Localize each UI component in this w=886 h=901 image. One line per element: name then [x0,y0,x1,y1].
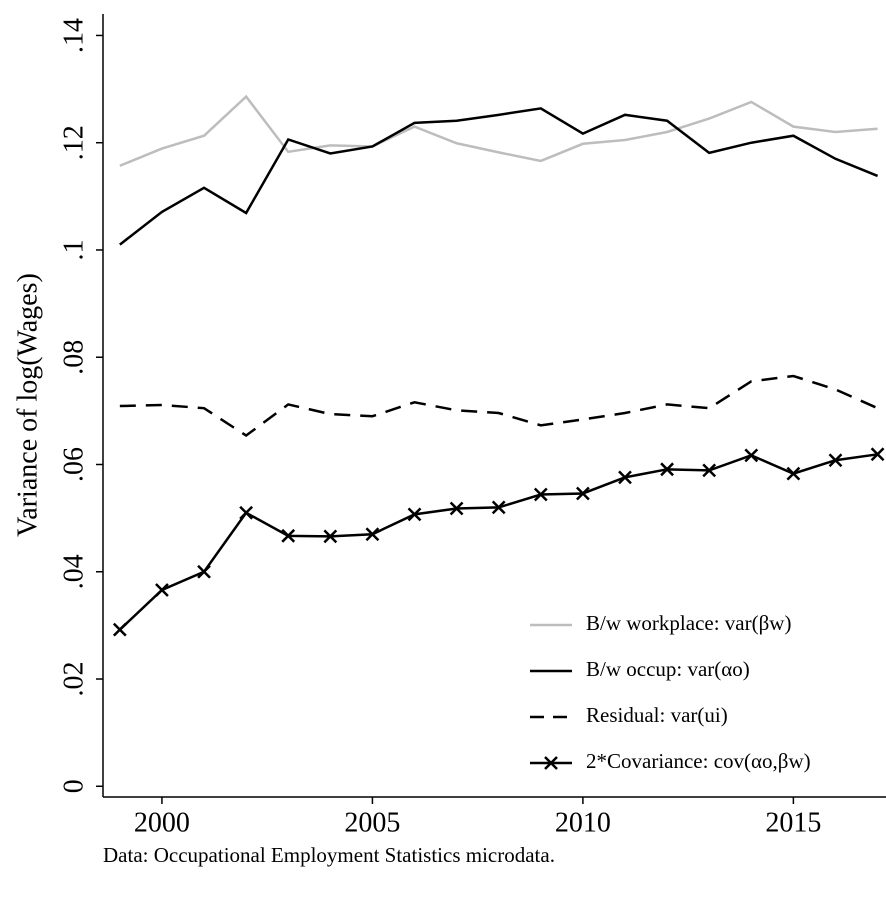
marker [744,448,759,463]
marker [112,622,127,637]
x-tick-label: 2000 [134,807,190,838]
x-tick-label: 2015 [765,807,821,838]
marker [365,527,380,542]
marker [533,487,548,502]
marker [491,500,506,515]
marker [323,529,338,544]
y-tick-label: .04 [58,554,89,589]
marker [870,447,885,462]
series-line [119,107,879,246]
legend-label: Residual: var(ui) [586,703,728,727]
y-tick-label: .1 [58,239,89,260]
legend-label: B/w workplace: var(βw) [586,611,791,635]
marker [239,505,254,520]
marker [576,486,590,501]
marker [197,564,211,579]
x-tick-label: 2010 [555,807,611,838]
x-tick-label: 2005 [344,807,400,838]
legend-label: B/w occup: var(αo) [586,657,750,681]
marker [660,462,674,477]
y-axis-label: Variance of log(Wages) [12,273,43,537]
marker [702,463,717,478]
series-line [119,374,879,438]
marker [281,528,296,543]
series-line [119,94,878,167]
source-note: Data: Occupational Employment Statistics… [103,843,555,867]
y-tick-label: .08 [58,340,89,375]
marker [449,501,464,516]
marker [407,507,422,522]
y-tick-label: .02 [58,662,89,697]
legend-marker [544,756,558,770]
marker [155,583,169,597]
marker [618,470,632,485]
series-line [118,453,878,631]
marker [786,466,801,481]
y-tick-label: .12 [58,125,89,160]
y-tick-label: .14 [58,18,89,53]
marker [828,453,843,468]
y-tick-label: .06 [58,447,89,482]
y-tick-label: 0 [58,779,89,793]
legend-label: 2*Covariance: cov(αo,βw) [586,749,811,773]
